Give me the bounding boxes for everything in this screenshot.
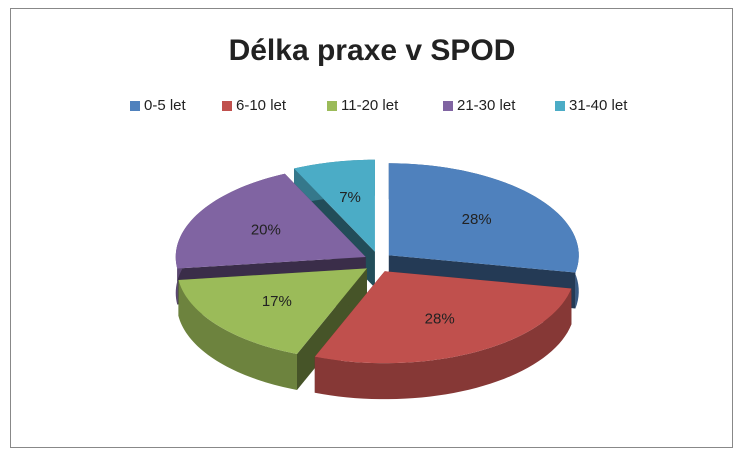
slice-side bbox=[314, 288, 572, 400]
legend-label: 6-10 let bbox=[236, 97, 287, 114]
chart-title: Délka praxe v SPOD bbox=[229, 34, 516, 67]
pie-slice bbox=[294, 159, 375, 252]
legend-label: 21-30 let bbox=[457, 97, 516, 114]
pie-slice bbox=[388, 163, 579, 273]
slice-group: 17% bbox=[178, 268, 367, 390]
legend-label: 0-5 let bbox=[144, 97, 187, 114]
pie-slice bbox=[314, 271, 572, 364]
data-label: 28% bbox=[462, 211, 492, 228]
legend-label: 31-40 let bbox=[569, 97, 628, 114]
legend-swatch bbox=[222, 101, 232, 111]
data-label: 28% bbox=[425, 311, 455, 328]
legend-label: 11-20 let bbox=[341, 97, 399, 114]
data-label: 7% bbox=[339, 189, 361, 206]
legend-swatch bbox=[555, 101, 565, 111]
slice-side bbox=[178, 279, 297, 390]
legend-swatch bbox=[443, 101, 453, 111]
data-label: 20% bbox=[251, 221, 281, 238]
legend-swatch bbox=[130, 101, 140, 111]
pie-slice bbox=[175, 173, 366, 269]
slice-group: 28% bbox=[314, 271, 572, 400]
pie-slice bbox=[178, 268, 367, 354]
legend-swatch bbox=[327, 101, 337, 111]
data-label: 17% bbox=[262, 293, 292, 310]
